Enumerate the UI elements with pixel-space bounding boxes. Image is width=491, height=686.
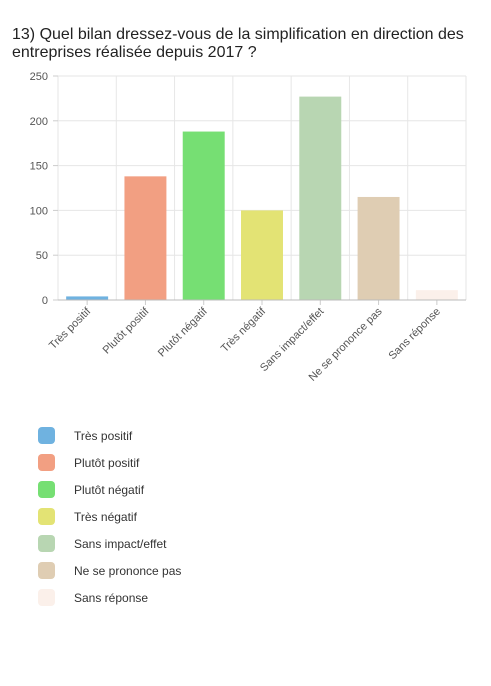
chart-title: 13) Quel bilan dressez-vous de la simpli…	[12, 26, 464, 61]
x-tick-label: Sans réponse	[386, 306, 442, 362]
legend-swatch	[38, 508, 55, 525]
y-tick-label: 50	[36, 250, 48, 262]
legend-item[interactable]: Plutôt positif	[38, 449, 181, 476]
legend-swatch	[38, 427, 55, 444]
x-tick-label: Très positif	[47, 305, 94, 352]
legend-swatch	[38, 481, 55, 498]
legend-item[interactable]: Très négatif	[38, 503, 181, 530]
legend-label: Sans réponse	[74, 590, 149, 605]
x-tick-label: Sans impact/effet	[258, 306, 326, 374]
legend-label: Très négatif	[74, 509, 137, 524]
y-tick-label: 200	[30, 116, 48, 128]
legend-item[interactable]: Plutôt négatif	[38, 476, 181, 503]
bar-4	[299, 96, 342, 300]
legend: Très positif Plutôt positif Plutôt négatif…	[38, 422, 181, 611]
x-tick-label: Très négatif	[219, 305, 269, 355]
bar-6	[415, 290, 458, 300]
legend-item[interactable]: Très positif	[38, 422, 181, 449]
x-axis-ticks: Très positif Plutôt positif Plutôt négatif…	[47, 300, 443, 384]
bar-chart: 0 50 100 150 200 250 Très positif Plutôt posit…	[30, 71, 467, 384]
legend-label: Très positif	[74, 428, 133, 443]
y-tick-label: 0	[42, 295, 48, 307]
y-axis-ticks: 0 50 100 150 200 250	[30, 71, 58, 307]
bar-2	[182, 131, 225, 300]
legend-swatch	[38, 589, 55, 606]
legend-swatch	[38, 562, 55, 579]
y-tick-label: 100	[30, 205, 48, 217]
bars	[66, 96, 458, 300]
legend-label: Sans impact/effet	[74, 536, 167, 551]
legend-swatch	[38, 535, 55, 552]
legend-item[interactable]: Ne se prononce pas	[38, 557, 181, 584]
legend-label: Plutôt positif	[74, 455, 140, 470]
y-tick-label: 250	[30, 71, 48, 83]
y-tick-label: 150	[30, 161, 48, 173]
legend-swatch	[38, 454, 55, 471]
legend-item[interactable]: Sans impact/effet	[38, 530, 181, 557]
bar-1	[124, 176, 167, 300]
legend-label: Plutôt négatif	[74, 482, 145, 497]
x-tick-label: Plutôt négatif	[156, 305, 211, 360]
bar-3	[241, 210, 283, 300]
legend-item[interactable]: Sans réponse	[38, 584, 181, 611]
bar-0	[66, 296, 109, 300]
x-tick-label: Plutôt positif	[101, 305, 153, 357]
legend-label: Ne se prononce pas	[74, 563, 182, 578]
bar-5	[357, 196, 400, 300]
